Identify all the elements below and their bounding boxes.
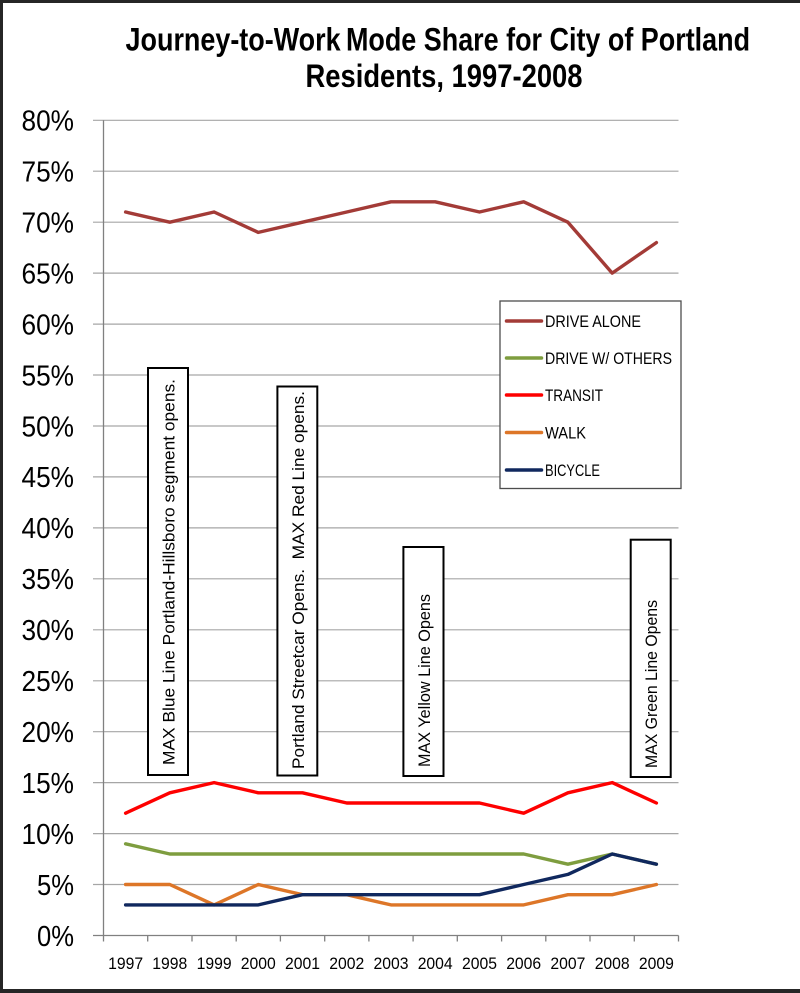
svg-text:2008: 2008: [595, 954, 630, 973]
svg-text:MAX Green Line Opens: MAX Green Line Opens: [642, 600, 661, 768]
svg-text:60%: 60%: [22, 309, 75, 341]
svg-text:2007: 2007: [550, 954, 585, 973]
svg-text:2000: 2000: [241, 954, 276, 973]
svg-text:65%: 65%: [22, 258, 75, 290]
svg-text:2001: 2001: [285, 954, 320, 973]
svg-text:2006: 2006: [506, 954, 541, 973]
svg-text:1998: 1998: [152, 954, 187, 973]
svg-text:70%: 70%: [22, 208, 75, 240]
svg-text:1999: 1999: [197, 954, 232, 973]
svg-text:Residents, 1997-2008: Residents, 1997-2008: [306, 58, 583, 94]
svg-text:25%: 25%: [22, 666, 75, 698]
svg-text:20%: 20%: [22, 717, 75, 749]
svg-text:50%: 50%: [22, 411, 75, 443]
svg-text:30%: 30%: [22, 615, 75, 647]
svg-text:15%: 15%: [22, 768, 75, 800]
svg-text:MAX Blue Line Portland-Hillsbo: MAX Blue Line Portland-Hillsboro segment…: [160, 379, 179, 765]
svg-text:1997: 1997: [108, 954, 143, 973]
svg-text:2002: 2002: [329, 954, 364, 973]
svg-text:TRANSIT: TRANSIT: [545, 386, 603, 405]
svg-text:75%: 75%: [22, 157, 75, 189]
svg-text:2009: 2009: [639, 954, 674, 973]
svg-text:10%: 10%: [22, 819, 75, 851]
svg-text:35%: 35%: [22, 564, 75, 596]
svg-text:MAX Yellow Line Opens: MAX Yellow Line Opens: [415, 594, 434, 767]
svg-text:Portland Streetcar Opens. MAX: Portland Streetcar Opens. MAX Red Line o…: [289, 391, 308, 769]
svg-text:2004: 2004: [418, 954, 453, 973]
svg-text:40%: 40%: [22, 513, 75, 545]
svg-text:5%: 5%: [37, 870, 74, 902]
svg-text:55%: 55%: [22, 360, 75, 392]
svg-text:WALK: WALK: [545, 424, 587, 443]
svg-text:0%: 0%: [37, 921, 74, 953]
svg-text:Journey-to-Work Mode Share for: Journey-to-Work Mode Share for City of P…: [126, 22, 751, 58]
svg-text:DRIVE ALONE: DRIVE ALONE: [545, 312, 641, 331]
svg-text:BICYCLE: BICYCLE: [545, 461, 600, 480]
svg-text:80%: 80%: [22, 106, 75, 138]
svg-text:45%: 45%: [22, 462, 75, 494]
svg-text:2003: 2003: [374, 954, 409, 973]
svg-text:2005: 2005: [462, 954, 497, 973]
svg-text:DRIVE W/ OTHERS: DRIVE W/ OTHERS: [545, 349, 672, 368]
